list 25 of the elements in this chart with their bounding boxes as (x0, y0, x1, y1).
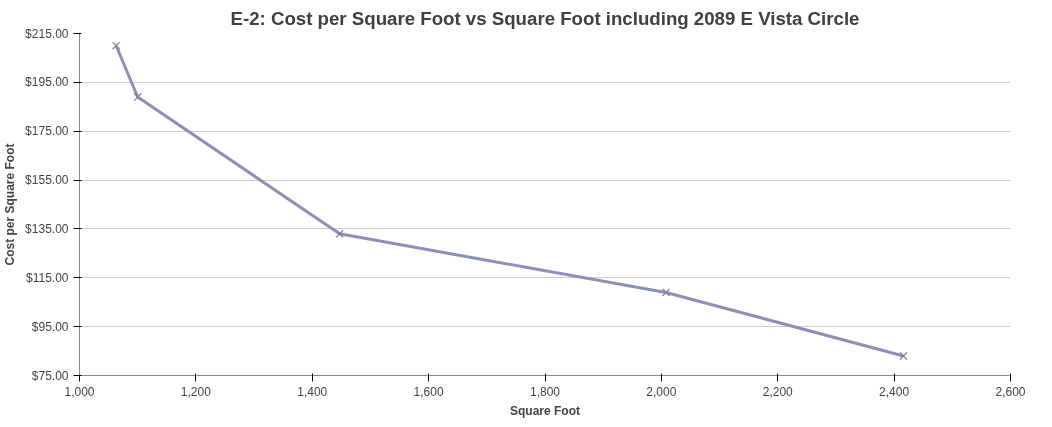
point (899, 351, 908, 361)
y-axis-title: Cost per Square Foot (3, 143, 18, 266)
y-tick-label: $195.00 (25, 75, 69, 90)
y-tick-label: $115.00 (26, 270, 69, 285)
point (661, 288, 671, 297)
y-tick-label: $175.00 (25, 124, 69, 139)
x-axis-title: Square Foot (510, 403, 581, 418)
x-tick-label: 1,800 (529, 384, 561, 399)
y-tick-label: $215.00 (25, 26, 69, 41)
y-tick-label: $155.00 (25, 173, 69, 188)
x-tick-label: 2,000 (646, 384, 677, 399)
x-tick-label: 1,000 (64, 384, 95, 399)
point (335, 229, 344, 238)
x-tick-label: 2,600 (995, 384, 1026, 399)
x-tick-label: 2,400 (879, 384, 910, 399)
x-tick-label: 1,600 (413, 384, 444, 399)
point (112, 41, 121, 50)
x-tick-label: 2,200 (762, 384, 794, 399)
x-tick-label: 1,200 (180, 384, 212, 399)
point (133, 92, 142, 102)
chart-title: E-2: Cost per Square Foot vs Square Foot including 2089 E Vista Circle (230, 7, 860, 29)
y-tick-label: $95.00 (31, 319, 69, 334)
x-tick-label: 1,400 (297, 384, 328, 399)
y-tick-label: $135.00 (25, 221, 69, 236)
y-tick-label: $75.00 (31, 368, 69, 383)
